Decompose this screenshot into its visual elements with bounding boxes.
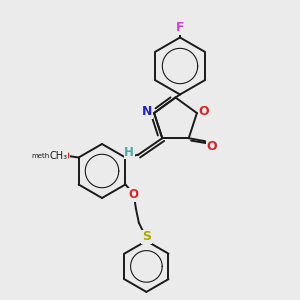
Text: N: N <box>142 105 153 118</box>
Text: O: O <box>206 140 217 153</box>
Text: CH₃: CH₃ <box>49 151 67 161</box>
Text: O: O <box>128 188 138 202</box>
Text: O: O <box>198 105 209 118</box>
Text: methoxy: methoxy <box>32 153 62 159</box>
Text: O: O <box>59 149 70 163</box>
Text: H: H <box>124 146 134 159</box>
Text: S: S <box>142 230 151 244</box>
Text: F: F <box>176 21 184 34</box>
